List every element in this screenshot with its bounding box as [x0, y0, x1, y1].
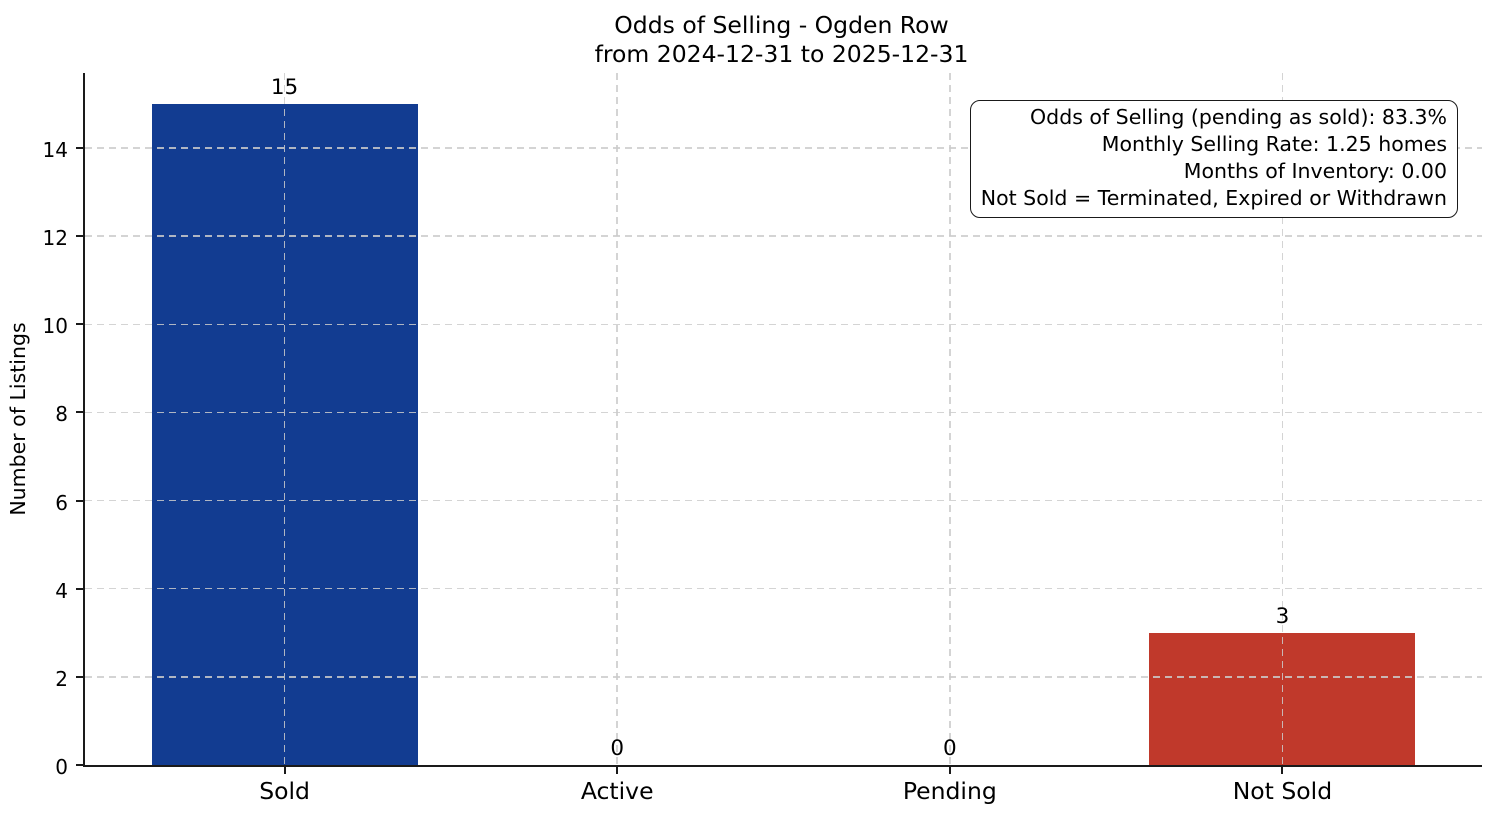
y-tick-label: 0 — [55, 755, 68, 779]
x-tick-label-active: Active — [580, 777, 654, 805]
x-tick-label-not-sold: Not Sold — [1232, 777, 1333, 805]
h-gridline — [85, 411, 1482, 414]
y-tick-label: 8 — [55, 402, 68, 427]
x-tick-mark — [948, 767, 951, 774]
x-tick-mark — [1281, 767, 1284, 774]
annotation-monthly-selling-rate: Monthly Selling Rate: 1.25 homes — [1101, 132, 1447, 156]
y-tick-label: 6 — [55, 490, 68, 515]
y-tick-label: 12 — [42, 226, 68, 251]
y-tick-label: 14 — [42, 137, 68, 162]
x-tick-label-pending: Pending — [902, 777, 997, 805]
annotation-not-sold-definition: Not Sold = Terminated, Expired or Withdr… — [980, 186, 1447, 210]
v-gridline — [1281, 73, 1284, 765]
h-gridline — [85, 676, 1482, 678]
h-gridline — [85, 147, 1482, 149]
bar-value-label: 15 — [270, 75, 299, 101]
y-tick-label: 2 — [55, 666, 68, 691]
y-tick-mark — [76, 587, 83, 590]
v-gridline — [949, 73, 951, 765]
chart-title: Odds of Selling - Ogden Row — [614, 11, 949, 39]
stats-annotation-box: Odds of Selling (pending as sold): 83.3%… — [969, 100, 1458, 218]
v-gridline — [616, 73, 618, 765]
x-tick-label-sold: Sold — [259, 777, 310, 805]
h-gridline — [85, 235, 1482, 237]
chart-subtitle: from 2024-12-31 to 2025-12-31 — [594, 40, 969, 68]
x-tick-mark — [616, 767, 619, 774]
annotation-odds-of-selling: Odds of Selling (pending as sold): 83.3% — [1030, 105, 1447, 129]
h-gridline — [85, 499, 1482, 502]
y-tick-mark — [76, 146, 83, 149]
h-gridline — [85, 587, 1482, 590]
y-axis-label: Number of Listings — [6, 322, 30, 516]
y-tick-mark — [76, 411, 83, 414]
h-gridline — [85, 323, 1482, 325]
bar-value-label: 0 — [942, 736, 957, 762]
y-tick-mark — [76, 675, 83, 678]
x-tick-mark — [283, 767, 286, 774]
v-gridline — [283, 73, 286, 765]
y-tick-label: 4 — [55, 578, 68, 603]
y-tick-mark — [76, 499, 83, 502]
bar-value-label: 0 — [610, 736, 625, 762]
y-tick-mark — [76, 235, 83, 238]
plot-area: 0 2 4 6 8 10 12 14 15 Sold 0 Active 0 Pending 3 Not Sol… — [43, 73, 1482, 804]
bar-value-label: 3 — [1275, 604, 1290, 630]
y-tick-mark — [76, 764, 83, 766]
y-tick-mark — [76, 323, 83, 326]
y-tick-label: 10 — [42, 314, 68, 339]
chart-title-block: Odds of Selling - Ogden Row from 2024-12… — [83, 11, 1480, 69]
annotation-months-of-inventory: Months of Inventory: 0.00 — [1183, 159, 1447, 183]
